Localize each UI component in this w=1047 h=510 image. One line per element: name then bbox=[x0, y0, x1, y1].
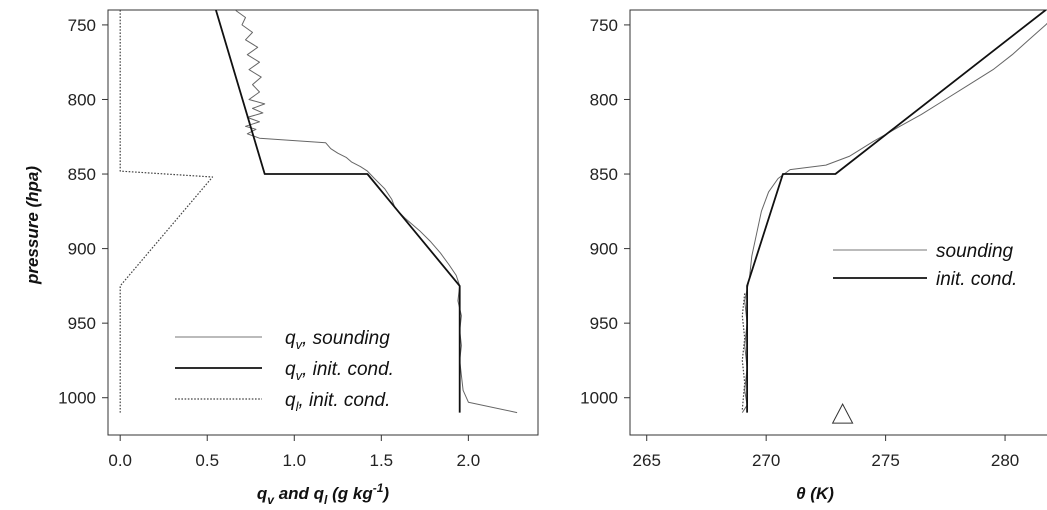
series-line-thick bbox=[746, 10, 1047, 413]
y-tick-label: 750 bbox=[68, 16, 96, 35]
y-tick-label: 900 bbox=[68, 240, 96, 259]
x-tick-label: 270 bbox=[752, 451, 780, 470]
right-plot-frame bbox=[629, 9, 1047, 436]
xlabel-q1: q bbox=[257, 484, 268, 503]
left-legend: qv, sounding qv, init. cond. ql, init. con… bbox=[175, 328, 394, 414]
y-tick-label: 800 bbox=[68, 90, 96, 109]
xlabel-close: ) bbox=[381, 484, 389, 503]
legend-label: sounding bbox=[936, 241, 1014, 262]
xlabel-exp: -1 bbox=[373, 481, 384, 495]
left-x-axis: 0.0 0.5 1.0 1.5 2.0 bbox=[108, 435, 480, 470]
legend-label: qv, sounding bbox=[285, 328, 390, 352]
x-tick-label: 0.0 bbox=[108, 451, 132, 470]
triangle-marker bbox=[831, 403, 854, 424]
right-y-axis: 750 800 850 900 950 1000 bbox=[580, 16, 630, 408]
right-legend: sounding init. cond. bbox=[833, 241, 1017, 290]
xlabel-sub2: l bbox=[324, 493, 328, 507]
y-tick-label: 800 bbox=[590, 90, 618, 109]
x-tick-label: 0.5 bbox=[195, 451, 219, 470]
series-line-thin bbox=[741, 22, 1047, 413]
left-x-axis-label: qv and ql (g kg-1) bbox=[257, 481, 390, 507]
series-line-dotted bbox=[119, 10, 214, 413]
xlabel-and: and bbox=[274, 484, 314, 503]
series-line-dotted bbox=[741, 293, 746, 410]
right-x-axis: 265 270 275 280 bbox=[633, 435, 1019, 470]
legend-label: init. cond. bbox=[936, 269, 1017, 290]
right-series-group bbox=[741, 10, 1047, 424]
x-tick-label: 1.5 bbox=[369, 451, 393, 470]
x-tick-label: 275 bbox=[871, 451, 899, 470]
right-x-axis-label: θ (K) bbox=[796, 484, 834, 503]
series-line-thin bbox=[234, 10, 518, 414]
y-tick-label: 850 bbox=[68, 165, 96, 184]
xlabel-unit: (g kg bbox=[327, 484, 373, 503]
y-tick-label: 900 bbox=[590, 240, 618, 259]
left-y-axis-label: pressure (hpa) bbox=[23, 166, 42, 285]
left-plot-frame bbox=[107, 9, 539, 436]
xlabel-sub1: v bbox=[267, 493, 275, 507]
y-tick-label: 1000 bbox=[580, 389, 618, 408]
y-tick-label: 950 bbox=[590, 314, 618, 333]
x-tick-label: 280 bbox=[991, 451, 1019, 470]
x-tick-label: 1.0 bbox=[282, 451, 306, 470]
xlabel-theta: θ bbox=[796, 484, 806, 503]
y-tick-label: 750 bbox=[590, 16, 618, 35]
right-panel: 750 800 850 900 950 1000 265 270 275 280 soundin… bbox=[580, 9, 1047, 503]
x-tick-label: 2.0 bbox=[457, 451, 481, 470]
series-line-thick bbox=[215, 10, 461, 413]
y-tick-label: 850 bbox=[590, 165, 618, 184]
left-y-axis: 750 800 850 900 950 1000 bbox=[58, 16, 108, 408]
y-tick-label: 1000 bbox=[58, 389, 96, 408]
left-panel: 750 800 850 900 950 1000 0.0 0.5 1.0 1.5 2.0 qv, … bbox=[23, 9, 539, 507]
xlabel-q2: q bbox=[314, 484, 325, 503]
y-tick-label: 950 bbox=[68, 314, 96, 333]
xlabel-unit-k: (K) bbox=[806, 484, 835, 503]
legend-label: ql, init. cond. bbox=[285, 390, 390, 414]
x-tick-label: 265 bbox=[633, 451, 661, 470]
legend-label: qv, init. cond. bbox=[285, 359, 394, 383]
left-series-group bbox=[119, 10, 518, 414]
